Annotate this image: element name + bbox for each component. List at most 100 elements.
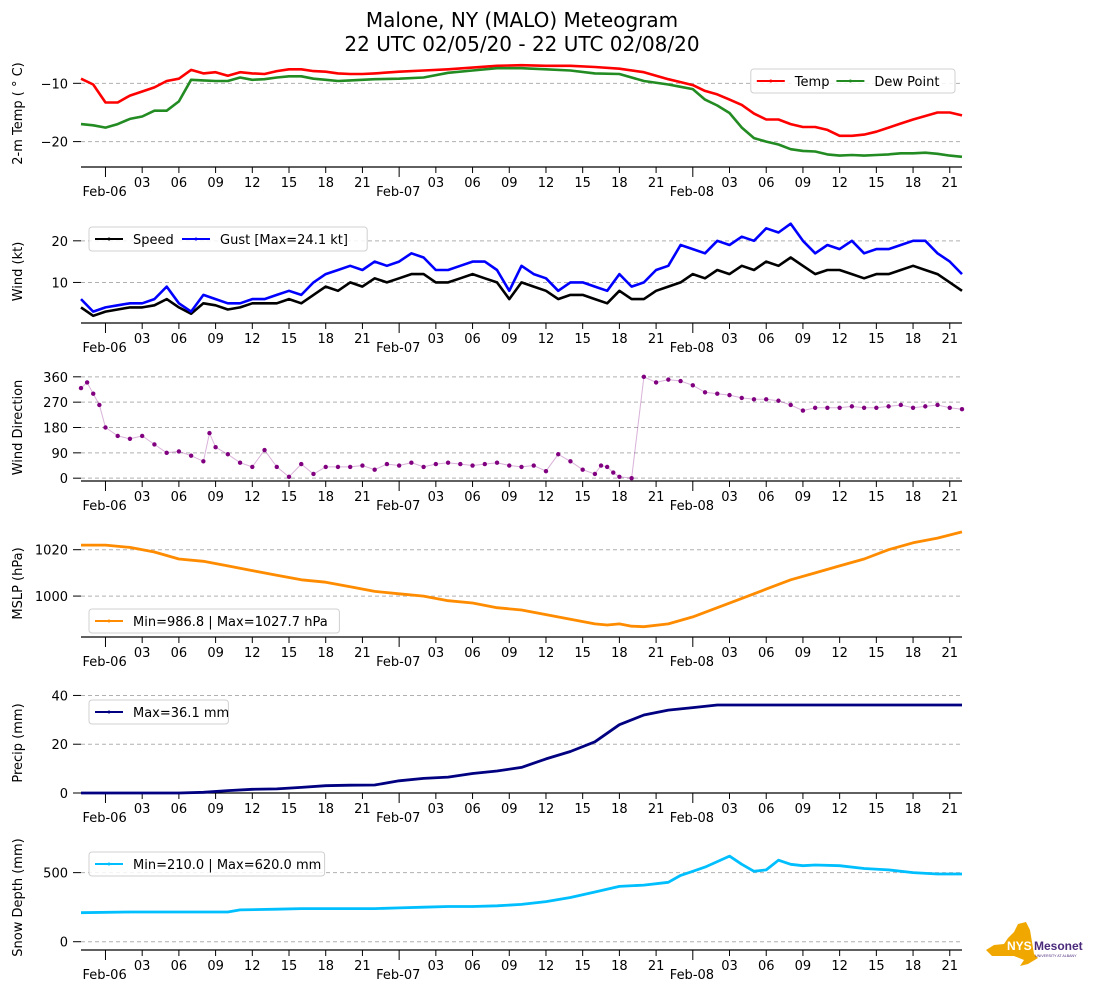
x-tick-label: 21: [354, 490, 371, 505]
x-tick-label: 06: [171, 646, 188, 661]
y-tick-label: 40: [51, 689, 68, 704]
x-tick-label: 12: [831, 802, 848, 817]
x-tick-label: 03: [134, 646, 151, 661]
x-tick-label: 21: [648, 646, 665, 661]
x-tick-label: 15: [281, 646, 298, 661]
x-tick-label: 09: [207, 176, 224, 191]
legend-label: Gust [Max=24.1 kt]: [220, 233, 348, 248]
y-axis-label: Snow Depth (mm): [11, 838, 26, 956]
x-tick-label: Feb-06: [82, 185, 126, 200]
legend-marker: [107, 862, 111, 866]
wind-direction-point: [690, 383, 696, 388]
x-tick-label: 09: [207, 332, 224, 347]
wind-direction-point: [592, 471, 598, 477]
x-tick-label: 12: [244, 646, 261, 661]
x-tick-label: 15: [868, 959, 885, 974]
x-tick-label: 18: [905, 646, 922, 661]
wind-direction-point: [653, 380, 659, 385]
x-tick-label: 06: [464, 646, 481, 661]
x-tick-label: 18: [905, 959, 922, 974]
title-line-1: Malone, NY (MALO) Meteogram: [365, 8, 679, 32]
x-tick-label: 06: [464, 802, 481, 817]
x-tick-label: Feb-07: [376, 655, 420, 670]
x-tick-label: 15: [868, 802, 885, 817]
wind-direction-point: [84, 380, 90, 385]
y-tick-label: 20: [51, 738, 68, 753]
wind-direction-point: [384, 461, 390, 467]
x-tick-label: 12: [538, 332, 555, 347]
wind-direction-point: [207, 430, 212, 436]
x-tick-label: 06: [171, 176, 188, 191]
wind-direction-point: [935, 402, 940, 408]
x-tick-label: 12: [538, 959, 555, 974]
wind-direction-point: [139, 433, 145, 439]
x-tick-label: 09: [501, 490, 518, 505]
y-tick-label: 180: [43, 422, 68, 437]
wind-direction-point: [837, 405, 842, 410]
x-tick-label: 15: [868, 646, 885, 661]
series-line-gust: [80, 222, 963, 313]
x-tick-label: 18: [317, 802, 334, 817]
logo-subtitle-text: UNIVERSITY AT ALBANY: [1035, 954, 1077, 958]
wind-direction-point: [641, 374, 647, 380]
x-tick-label: 21: [648, 332, 665, 347]
legend: Min=986.8 | Max=1027.7 hPa: [88, 608, 340, 634]
wind-direction-point: [78, 385, 84, 391]
y-tick-label: 20: [51, 235, 68, 250]
wind-direction-point: [201, 459, 206, 464]
legend-marker: [194, 237, 198, 241]
x-tick-label: Feb-08: [670, 499, 714, 514]
x-tick-label: 18: [611, 332, 628, 347]
x-tick-label: 09: [501, 332, 518, 347]
title-line-2: 22 UTC 02/05/20 - 22 UTC 02/08/20: [344, 32, 700, 56]
x-tick-label: 15: [281, 176, 298, 191]
y-axis-label: Wind Direction: [11, 380, 26, 476]
wind-direction-point: [286, 474, 292, 479]
x-tick-label: 18: [905, 490, 922, 505]
x-tick-label: 03: [721, 802, 738, 817]
x-tick-label: 15: [574, 490, 591, 505]
x-tick-label: 21: [648, 176, 665, 191]
wind-direction-point: [886, 404, 891, 409]
wind-direction-point: [543, 468, 549, 474]
x-tick-label: 06: [171, 490, 188, 505]
wind-direction-point: [482, 461, 487, 467]
x-tick-label: Feb-07: [376, 811, 420, 826]
x-tick-label: 09: [501, 646, 518, 661]
wind-direction-point: [347, 464, 353, 470]
x-tick-label: 15: [281, 332, 298, 347]
x-tick-label: 18: [611, 959, 628, 974]
wind-direction-point: [861, 405, 867, 410]
x-tick-label: 12: [831, 332, 848, 347]
wind-direction-point: [470, 463, 475, 468]
legend: Speed Gust [Max=24.1 kt]: [88, 226, 368, 252]
wind-direction-point: [445, 460, 451, 465]
wind-direction-point: [751, 397, 757, 402]
x-tick-label: 03: [721, 176, 738, 191]
x-tick-label: 21: [941, 332, 958, 347]
x-tick-label: 09: [795, 959, 812, 974]
wind-direction-point: [188, 453, 194, 458]
legend-box: [88, 699, 229, 725]
x-tick-label: 06: [171, 959, 188, 974]
x-tick-label: Feb-06: [82, 811, 126, 826]
x-tick-label: 06: [758, 490, 775, 505]
y-tick-label: 10: [51, 276, 68, 291]
y-axis-label: MSLP (hPa): [11, 547, 26, 619]
x-tick-label: 03: [428, 490, 445, 505]
wind-direction-point: [666, 377, 671, 382]
x-tick-label: 03: [428, 332, 445, 347]
wind-direction-point: [311, 471, 316, 477]
legend-marker: [107, 619, 111, 623]
x-tick-label: 06: [464, 332, 481, 347]
wind-direction-point: [103, 425, 108, 430]
y-tick-label: 0: [60, 472, 68, 487]
x-tick-label: 06: [758, 332, 775, 347]
series-line-snow-depth: [80, 854, 962, 915]
wind-direction-point: [580, 467, 585, 472]
wind-direction-trace: [80, 376, 963, 479]
x-tick-label: 18: [317, 490, 334, 505]
wind-direction-point: [825, 405, 830, 410]
wind-direction-point: [604, 464, 610, 470]
